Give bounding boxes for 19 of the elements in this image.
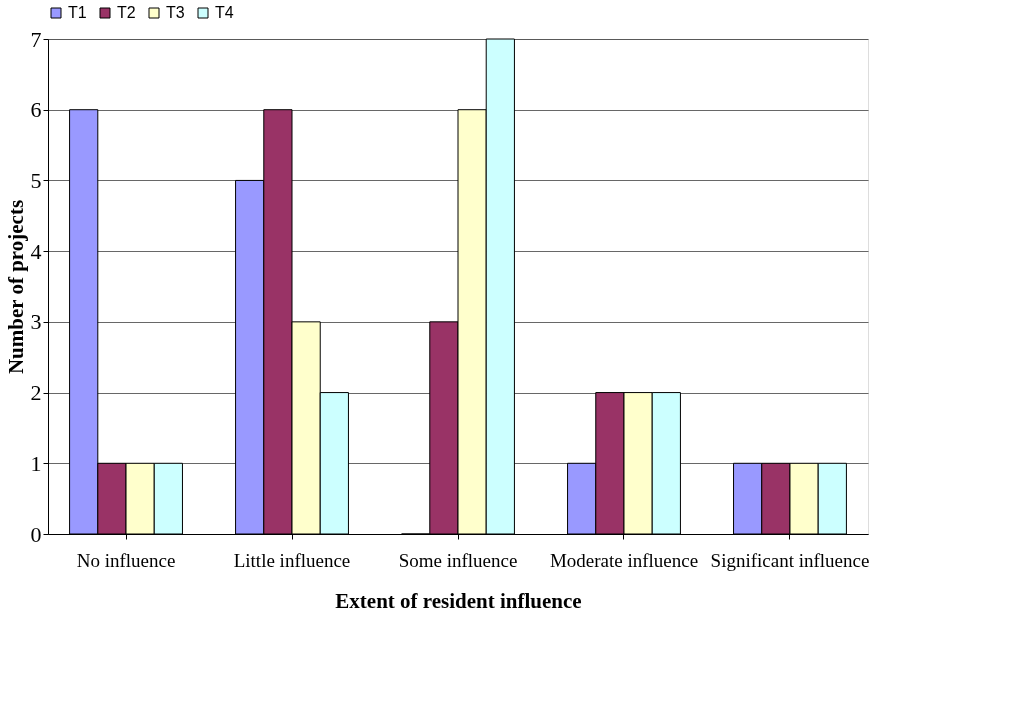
legend-label: T4 bbox=[215, 4, 234, 21]
y-tick-label: 3 bbox=[30, 309, 42, 335]
y-tick-label: 1 bbox=[30, 450, 42, 476]
y-tick-label: 2 bbox=[30, 380, 42, 406]
y-tick-label: 6 bbox=[30, 97, 42, 123]
x-tick-label: Some influence bbox=[398, 549, 518, 571]
legend-label: T2 bbox=[117, 4, 136, 21]
x-tick-label: Significant influence bbox=[710, 549, 870, 571]
x-axis-title: Extent of resident influence bbox=[335, 588, 582, 613]
y-tick-label: 0 bbox=[30, 521, 42, 547]
legend-label: T1 bbox=[68, 4, 87, 21]
y-tick-label: 4 bbox=[30, 238, 42, 264]
y-tick-label: 5 bbox=[30, 167, 42, 193]
legend-label: T3 bbox=[166, 4, 185, 21]
y-axis-title: Number of projects bbox=[3, 199, 28, 375]
x-tick-label: Little influence bbox=[233, 549, 351, 571]
y-tick-label: 7 bbox=[30, 26, 42, 52]
x-tick-label: Moderate influence bbox=[549, 549, 699, 571]
x-tick-label: No influence bbox=[76, 549, 176, 571]
